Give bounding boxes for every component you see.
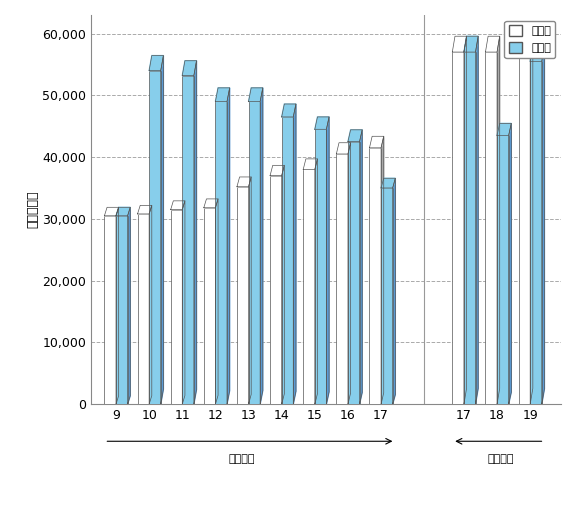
Polygon shape — [381, 136, 384, 404]
Polygon shape — [530, 36, 533, 404]
Polygon shape — [359, 130, 362, 404]
Polygon shape — [104, 207, 119, 216]
Polygon shape — [116, 207, 130, 216]
Bar — [464, 52, 476, 404]
Polygon shape — [303, 159, 317, 170]
Polygon shape — [182, 61, 196, 76]
Polygon shape — [215, 199, 218, 404]
Bar — [486, 52, 497, 404]
Polygon shape — [336, 143, 351, 154]
Polygon shape — [270, 165, 285, 175]
Polygon shape — [486, 36, 500, 52]
Polygon shape — [509, 123, 511, 404]
Polygon shape — [182, 201, 185, 404]
Polygon shape — [282, 165, 285, 404]
Bar — [452, 52, 464, 404]
Bar — [170, 210, 182, 404]
Polygon shape — [128, 207, 130, 404]
Bar — [303, 170, 315, 404]
Polygon shape — [518, 36, 533, 52]
Polygon shape — [194, 61, 196, 404]
Polygon shape — [369, 136, 384, 148]
Bar — [369, 148, 381, 404]
Polygon shape — [249, 88, 263, 101]
Text: 新浜松市: 新浜松市 — [487, 454, 514, 464]
Bar — [518, 52, 530, 404]
Polygon shape — [293, 104, 296, 404]
Bar — [116, 216, 128, 404]
Polygon shape — [215, 88, 230, 101]
Bar — [497, 136, 509, 404]
Polygon shape — [530, 46, 544, 61]
Polygon shape — [452, 36, 467, 52]
Polygon shape — [227, 88, 230, 404]
Bar — [104, 216, 116, 404]
Polygon shape — [315, 117, 329, 129]
Polygon shape — [497, 36, 500, 404]
Polygon shape — [116, 207, 119, 404]
Bar — [138, 214, 149, 404]
Polygon shape — [497, 123, 511, 136]
Y-axis label: （百万円）: （百万円） — [26, 191, 40, 228]
Polygon shape — [161, 55, 164, 404]
Polygon shape — [138, 205, 152, 214]
Polygon shape — [170, 201, 185, 210]
Bar — [315, 129, 327, 404]
Bar — [336, 154, 348, 404]
Polygon shape — [149, 55, 164, 70]
Polygon shape — [476, 36, 478, 404]
Bar — [249, 101, 260, 404]
Polygon shape — [464, 36, 467, 404]
Bar — [204, 208, 215, 404]
Polygon shape — [464, 36, 478, 52]
Bar — [237, 187, 249, 404]
Polygon shape — [327, 117, 329, 404]
Polygon shape — [260, 88, 263, 404]
Bar — [215, 101, 227, 404]
Bar — [270, 175, 282, 404]
Bar — [381, 188, 393, 404]
Polygon shape — [204, 199, 218, 208]
Polygon shape — [348, 143, 351, 404]
Polygon shape — [348, 130, 362, 141]
Polygon shape — [542, 46, 544, 404]
Bar — [348, 141, 359, 404]
Bar — [149, 70, 161, 404]
Bar — [530, 61, 542, 404]
Polygon shape — [149, 205, 152, 404]
Text: 旧浜松市: 旧浜松市 — [229, 454, 255, 464]
Bar — [182, 76, 194, 404]
Legend: 民生費, 土木費: 民生費, 土木費 — [505, 20, 555, 58]
Polygon shape — [381, 178, 395, 188]
Polygon shape — [249, 177, 251, 404]
Polygon shape — [315, 159, 317, 404]
Bar — [282, 117, 293, 404]
Polygon shape — [237, 177, 251, 187]
Polygon shape — [282, 104, 296, 117]
Polygon shape — [393, 178, 395, 404]
